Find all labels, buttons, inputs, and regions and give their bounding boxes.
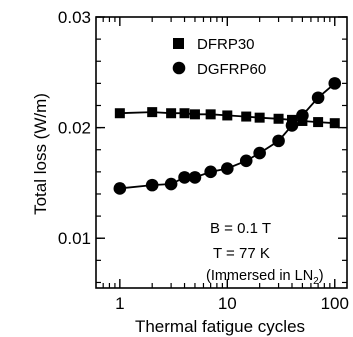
annotation-medium-end: ) bbox=[319, 268, 324, 284]
legend-marker-dgfrp60 bbox=[172, 61, 186, 75]
legend-label-dfrp30: DFRP30 bbox=[197, 36, 255, 53]
x-tick-label: 100 bbox=[321, 294, 349, 313]
data-point-dgfrp60 bbox=[285, 119, 299, 132]
data-point-dgfrp60 bbox=[164, 177, 178, 191]
data-point-dgfrp60 bbox=[113, 182, 127, 195]
data-point-dfrp30 bbox=[222, 110, 233, 121]
data-point-dgfrp60 bbox=[253, 146, 266, 160]
annotation-medium-main: (Immersed in LN bbox=[206, 268, 313, 284]
y-axis-label: Total loss (W/m) bbox=[31, 93, 50, 215]
data-point-dgfrp60 bbox=[311, 91, 325, 105]
data-point-dfrp30 bbox=[329, 118, 340, 129]
data-point-dgfrp60 bbox=[296, 109, 309, 122]
data-point-dfrp30 bbox=[114, 108, 125, 119]
data-point-dgfrp60 bbox=[272, 134, 285, 148]
annotation-temperature: T = 77 K bbox=[213, 245, 270, 262]
data-point-dgfrp60 bbox=[328, 77, 342, 90]
data-point-dgfrp60 bbox=[178, 171, 191, 184]
data-point-dfrp30 bbox=[166, 108, 177, 119]
data-point-dfrp30 bbox=[189, 109, 200, 120]
x-tick-label: 10 bbox=[218, 294, 237, 313]
annotation-medium-subscript: 2 bbox=[313, 276, 319, 287]
data-point-dfrp30 bbox=[205, 109, 216, 120]
data-point-dgfrp60 bbox=[204, 165, 217, 179]
legend-marker-dfrp30 bbox=[173, 38, 184, 49]
data-point-dgfrp60 bbox=[145, 178, 159, 192]
x-axis-label: Thermal fatigue cycles bbox=[135, 317, 305, 336]
data-point-dgfrp60 bbox=[220, 162, 234, 175]
data-point-dgfrp60 bbox=[188, 171, 202, 184]
data-point-dfrp30 bbox=[179, 108, 190, 119]
plot-frame bbox=[95, 16, 348, 289]
y-tick-label: 0.01 bbox=[58, 229, 91, 248]
data-point-dfrp30 bbox=[313, 117, 324, 128]
data-point-dfrp30 bbox=[273, 113, 284, 124]
data-point-dfrp30 bbox=[254, 112, 265, 123]
y-tick-label: 0.03 bbox=[58, 8, 91, 27]
data-point-dfrp30 bbox=[147, 107, 158, 118]
annotation-medium: (Immersed in LN2) bbox=[206, 268, 324, 287]
annotation-field: B = 0.1 T bbox=[210, 220, 271, 237]
x-tick-label: 1 bbox=[115, 294, 124, 313]
legend-label-dgfrp60: DGFRP60 bbox=[197, 61, 266, 78]
data-point-dgfrp60 bbox=[239, 154, 253, 168]
y-tick-label: 0.02 bbox=[58, 119, 91, 138]
data-point-dfrp30 bbox=[241, 111, 252, 122]
legend: DFRP30 DGFRP60 bbox=[172, 36, 266, 78]
